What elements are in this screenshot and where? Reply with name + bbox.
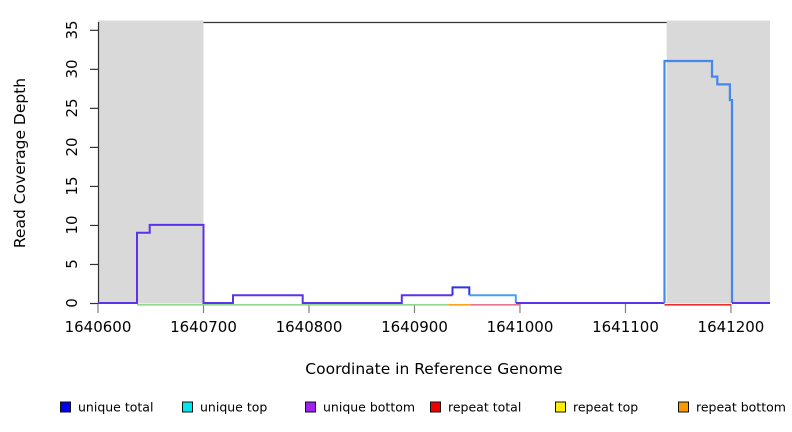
x-tick-label: 1641000 (486, 318, 554, 336)
series-unique-top-step-1 (469, 294, 517, 303)
x-tick-label: 1641200 (697, 318, 765, 336)
y-tick-label: 35 (63, 20, 81, 40)
y-axis-title: Read Coverage Depth (11, 77, 29, 249)
y-tick-label: 25 (63, 98, 81, 118)
series-unique-bottom-step (98, 223, 453, 304)
x-tick-label: 1640800 (275, 318, 343, 336)
y-tick-label: 10 (63, 215, 81, 235)
x-tick-label: 1640700 (170, 318, 237, 336)
series-unique-top-right-block (663, 59, 734, 303)
y-tick-label: 30 (63, 59, 81, 79)
y-tick-label: 15 (63, 176, 81, 196)
x-tick-label: 1640900 (381, 318, 448, 336)
series-unique-total-peak-2 (451, 286, 471, 296)
y-tick-label: 0 (63, 298, 81, 308)
y-tick-label: 20 (63, 137, 81, 157)
x-axis-title: Coordinate in Reference Genome (305, 360, 563, 378)
left-repeat-band (98, 20, 204, 304)
x-tick-label: 1641100 (592, 318, 659, 336)
x-tick-label: 1640600 (64, 318, 132, 336)
y-tick-label: 5 (63, 259, 81, 269)
right-repeat-band (666, 20, 770, 304)
